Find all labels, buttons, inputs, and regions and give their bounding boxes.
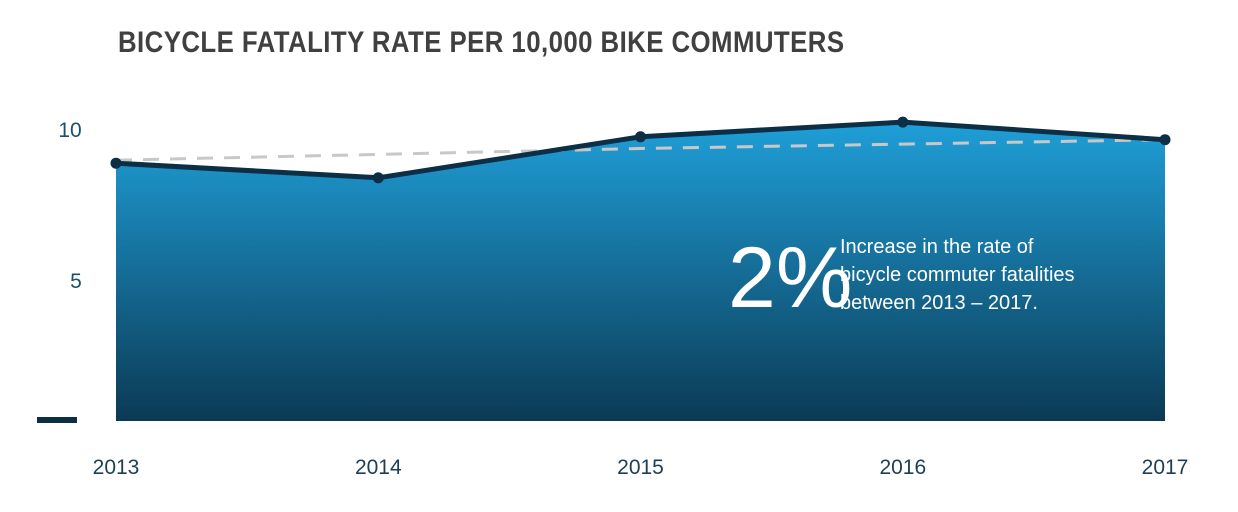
- chart-title: BICYCLE FATALITY RATE PER 10,000 BIKE CO…: [118, 26, 845, 59]
- annotation-line-3: between 2013 – 2017.: [840, 292, 1038, 314]
- trend-line: [115, 138, 1166, 162]
- data-point: [372, 172, 384, 184]
- annotation-line-1: Increase in the rate of: [840, 236, 1034, 258]
- data-point: [110, 157, 122, 169]
- x-tick-label: 2015: [617, 456, 664, 479]
- y-tick-label: 10: [58, 119, 81, 142]
- y-baseline-marker: [37, 417, 77, 423]
- x-tick-label: 2013: [93, 456, 140, 479]
- series-area: [116, 122, 1165, 421]
- x-tick-label: 2014: [355, 456, 402, 479]
- x-tick-label: 2016: [879, 456, 926, 479]
- x-tick-label: 2017: [1142, 456, 1189, 479]
- annotation-line-2: bicycle commuter fatalities: [840, 264, 1075, 286]
- data-point: [897, 116, 909, 128]
- data-point: [1159, 134, 1171, 146]
- data-point: [635, 131, 646, 143]
- annotation-value: 2%: [728, 230, 852, 326]
- y-tick-label: 5: [70, 270, 82, 293]
